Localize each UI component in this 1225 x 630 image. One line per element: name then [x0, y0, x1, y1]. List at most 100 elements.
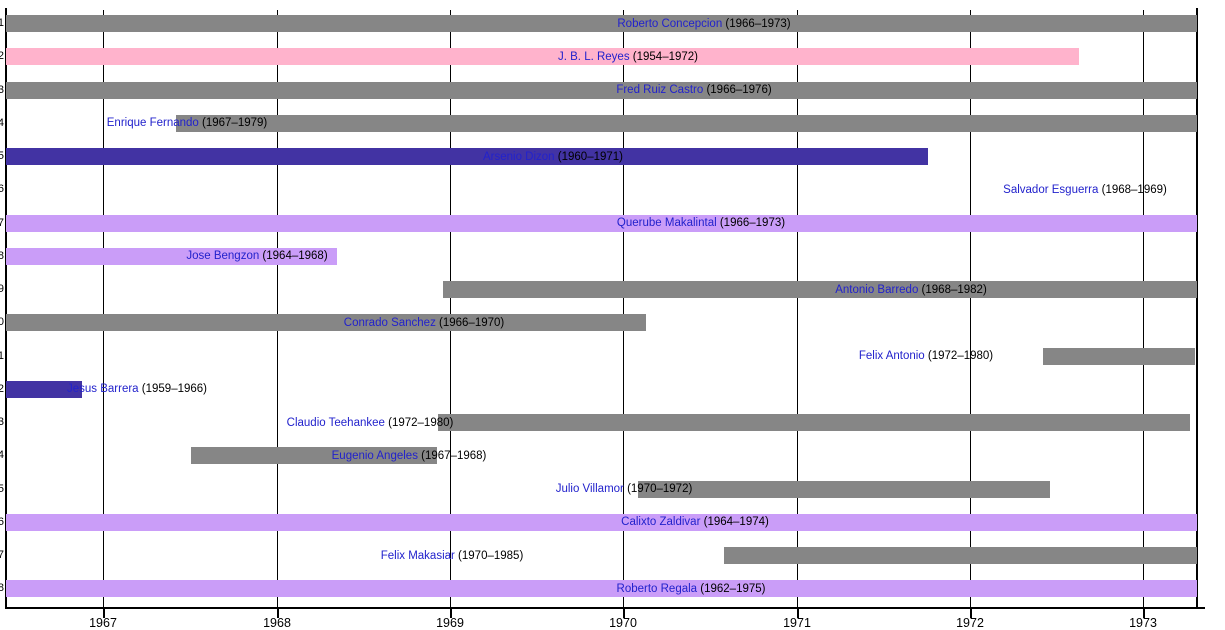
- justice-name-link[interactable]: Roberto Regala: [616, 582, 698, 595]
- justice-name-link[interactable]: Enrique Fernando: [106, 117, 199, 130]
- tenure-dates: (1966–1973): [716, 217, 786, 229]
- gridline: [797, 10, 798, 607]
- gridline: [450, 10, 451, 607]
- bar-label: Jesus Barrera (1959–1966): [67, 383, 207, 395]
- axis-tick: [277, 608, 279, 618]
- justice-name-link[interactable]: J. B. L. Reyes: [557, 50, 630, 63]
- row-number: 16: [0, 515, 4, 528]
- bar-label: Roberto Regala (1962–1975): [617, 583, 766, 595]
- tenure-dates: (1966–1976): [703, 84, 772, 96]
- timeline-bar: [6, 215, 1197, 232]
- justice-name-link[interactable]: Jose Bengzon: [186, 250, 260, 263]
- x-tick-label: 1971: [783, 616, 811, 630]
- row-number: 7: [0, 216, 4, 229]
- row-number: 8: [0, 249, 4, 262]
- bar-label: Felix Antonio (1972–1980): [859, 350, 993, 362]
- justice-name-link[interactable]: Felix Antonio: [858, 350, 925, 362]
- bar-label: Fred Ruiz Castro (1966–1976): [616, 84, 771, 96]
- justice-name-link[interactable]: Antonio Barredo: [835, 283, 919, 296]
- x-tick-label: 1970: [609, 616, 637, 630]
- justice-name-link[interactable]: Julio Villamor: [555, 483, 624, 495]
- y-axis-line: [5, 8, 7, 608]
- justice-name-link[interactable]: Arsenio Dizon: [482, 150, 555, 163]
- tenure-dates: (1966–1973): [722, 17, 791, 30]
- timeline-bar: [6, 381, 82, 398]
- bar-label: Eugenio Angeles (1967–1968): [332, 450, 487, 462]
- justice-name-link[interactable]: Salvador Esguerra: [1003, 183, 1099, 196]
- tenure-dates: (1967–1968): [417, 449, 487, 462]
- timeline-bar: [191, 447, 437, 464]
- gridline: [623, 10, 624, 607]
- bar-label: Querube Makalintal (1966–1973): [617, 217, 785, 229]
- timeline-bar: [6, 580, 1197, 597]
- row-number: 12: [0, 382, 4, 395]
- justice-name-link[interactable]: Jesus Barrera: [66, 383, 139, 396]
- timeline-bar: [438, 414, 1190, 431]
- tenure-dates: (1968–1969): [1098, 183, 1167, 196]
- tenure-dates: (1960–1971): [554, 150, 624, 163]
- tenure-dates: (1964–1974): [700, 516, 769, 529]
- bar-label: Salvador Esguerra (1968–1969): [1003, 184, 1167, 196]
- row-number: 10: [0, 316, 4, 329]
- bar-label: Antonio Barredo (1968–1982): [835, 284, 987, 296]
- justice-name-link[interactable]: Claudio Teehankee: [286, 416, 385, 429]
- justice-name-link[interactable]: Fred Ruiz Castro: [616, 84, 704, 96]
- timeline-bar: [443, 281, 1197, 298]
- timeline-bar: [1043, 348, 1195, 365]
- justice-name-link[interactable]: Roberto Concepcion: [617, 17, 723, 30]
- row-number: 13: [0, 416, 4, 428]
- bar-label: Roberto Concepcion (1966–1973): [617, 18, 790, 30]
- gridline: [277, 10, 278, 607]
- timeline-bar: [176, 115, 1197, 132]
- bar-label: Calixto Zaldivar (1964–1974): [621, 516, 769, 528]
- timeline-bar: [6, 148, 928, 165]
- right-border-line: [1196, 8, 1198, 608]
- row-number: 18: [0, 582, 4, 595]
- axis-tick: [450, 608, 452, 618]
- row-number: 14: [0, 449, 4, 462]
- tenure-dates: (1967–1979): [198, 117, 268, 130]
- bar-label: Julio Villamor (1970–1972): [556, 483, 693, 495]
- tenure-dates: (1968–1982): [918, 283, 987, 296]
- axis-tick: [1143, 608, 1145, 618]
- justice-name-link[interactable]: Calixto Zaldivar: [621, 516, 701, 529]
- row-number: 6: [0, 183, 4, 196]
- bar-label: Claudio Teehankee (1972–1980): [287, 417, 454, 429]
- bar-label: J. B. L. Reyes (1954–1972): [558, 51, 698, 63]
- tenure-dates: (1972–1980): [924, 350, 994, 362]
- x-tick-label: 1967: [89, 616, 117, 630]
- timeline-bar: [724, 547, 1197, 564]
- row-number: 17: [0, 549, 4, 561]
- justice-name-link[interactable]: Querube Makalintal: [616, 217, 717, 229]
- row-number: 1: [0, 17, 4, 29]
- axis-tick: [970, 608, 972, 618]
- gridline: [970, 10, 971, 607]
- tenure-dates: (1959–1966): [138, 383, 208, 396]
- gridline: [103, 10, 104, 607]
- timeline-bar: [6, 314, 646, 331]
- bar-label: Enrique Fernando (1967–1979): [107, 117, 267, 129]
- row-number: 15: [0, 482, 4, 495]
- timeline-bar: [6, 514, 1197, 531]
- x-tick-label: 1972: [956, 616, 984, 630]
- justice-name-link[interactable]: Conrado Sanchez: [343, 316, 436, 329]
- axis-tick: [623, 608, 625, 618]
- justice-name-link[interactable]: Eugenio Angeles: [331, 449, 418, 462]
- axis-tick: [103, 608, 105, 618]
- tenure-dates: (1970–1985): [454, 549, 524, 562]
- row-number: 3: [0, 83, 4, 96]
- x-tick-label: 1973: [1129, 616, 1157, 630]
- x-tick-label: 1969: [436, 616, 464, 630]
- row-number: 4: [0, 116, 4, 129]
- tenure-dates: (1966–1970): [435, 316, 505, 329]
- bar-label: Felix Makasiar (1970–1985): [381, 550, 524, 562]
- justice-name-link[interactable]: Felix Makasiar: [380, 549, 455, 562]
- timeline-bar: [638, 481, 1050, 498]
- tenure-dates: (1962–1975): [697, 582, 766, 595]
- bar-label: Conrado Sanchez (1966–1970): [344, 317, 504, 329]
- timeline-bar: [6, 15, 1197, 32]
- tenure-dates: (1954–1972): [629, 50, 699, 63]
- row-number: 2: [0, 50, 4, 63]
- row-number: 9: [0, 283, 4, 295]
